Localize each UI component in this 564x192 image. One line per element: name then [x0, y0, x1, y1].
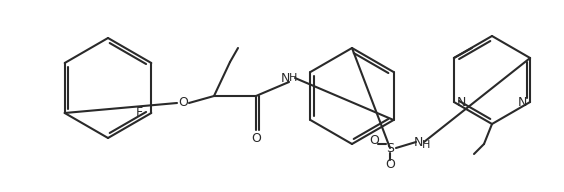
- Text: O: O: [385, 159, 395, 171]
- Text: N: N: [280, 71, 290, 84]
- Text: N: N: [518, 95, 527, 108]
- Text: O: O: [369, 133, 379, 146]
- Text: S: S: [386, 142, 394, 155]
- Text: N: N: [413, 136, 422, 148]
- Text: F: F: [136, 107, 143, 119]
- Text: N: N: [457, 95, 466, 108]
- Text: H: H: [422, 140, 430, 150]
- Text: H: H: [289, 73, 297, 83]
- Text: O: O: [178, 97, 188, 109]
- Text: O: O: [251, 132, 261, 145]
